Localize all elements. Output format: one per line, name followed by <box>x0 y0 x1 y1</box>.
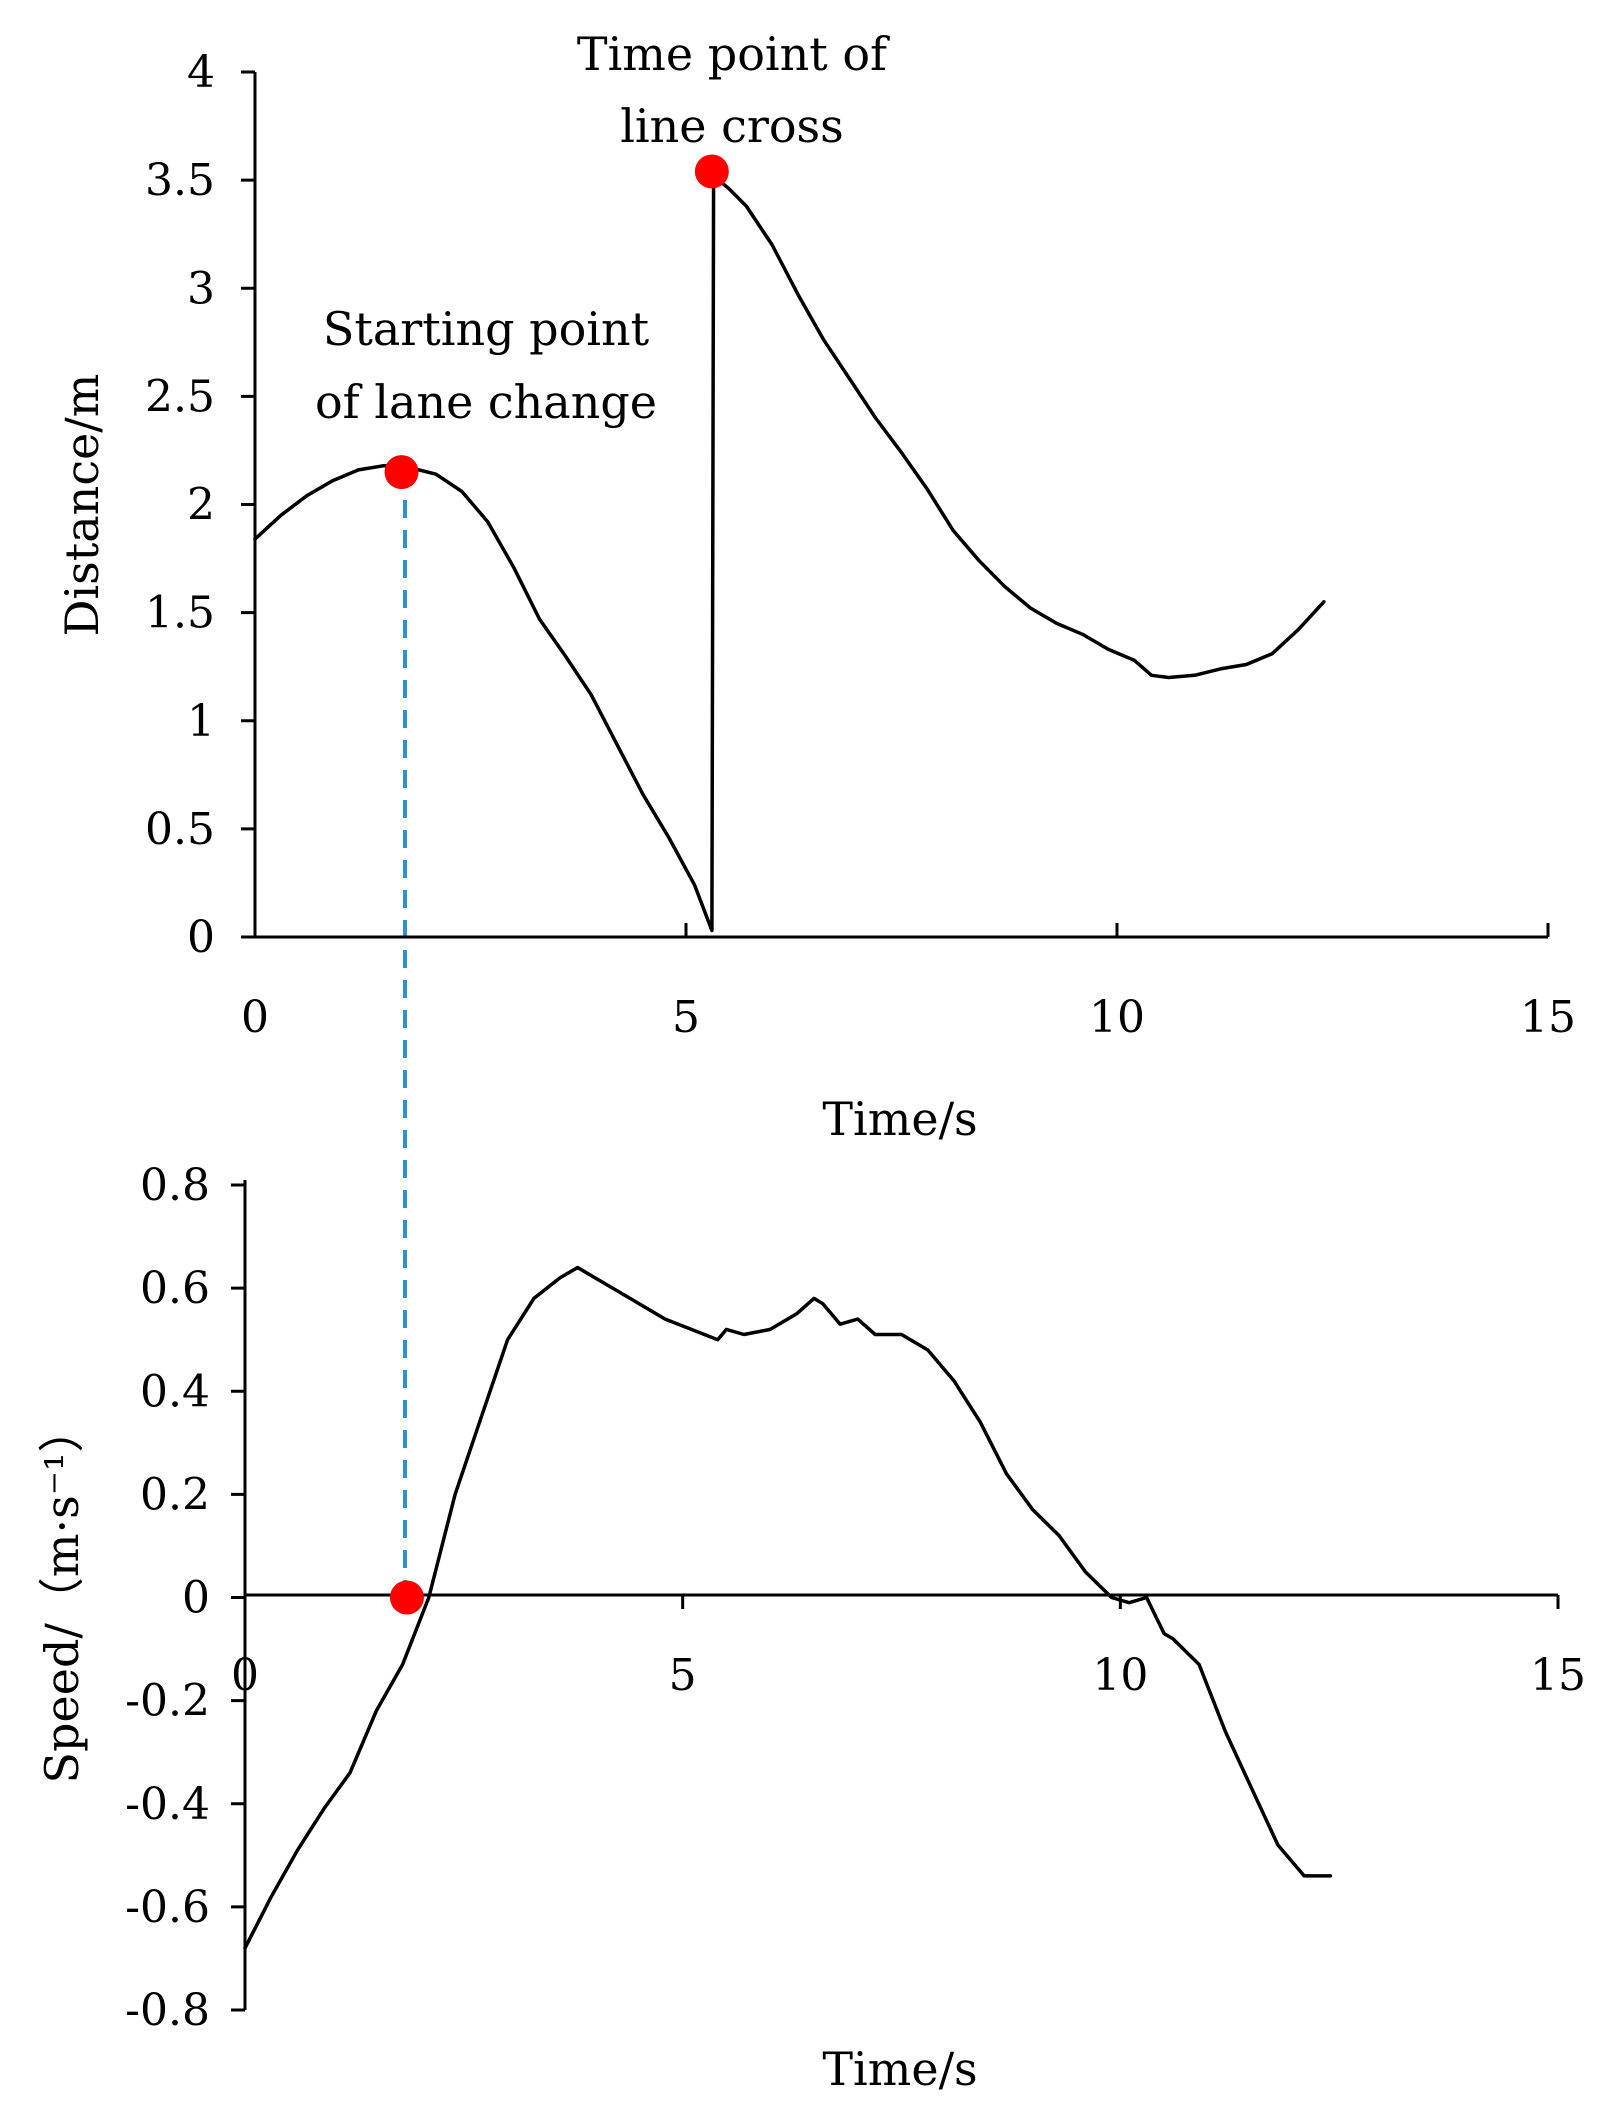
distance-chart: 0 0.5 1 1.5 2 2.5 3 3.5 4 0 5 10 15 Time/s Distance… <box>55 27 1576 1590</box>
speed-series-line <box>243 1265 1333 1950</box>
x-tick-label: 10 <box>1092 1650 1148 1701</box>
y-tick-label: 4 <box>187 47 215 98</box>
line-cross-marker <box>694 154 729 189</box>
y-tick-label: 0.4 <box>140 1366 210 1417</box>
x-tick-label: 10 <box>1089 992 1145 1043</box>
speed-x-axis-title: Time/s <box>822 2042 977 2096</box>
y-tick-label: 3 <box>187 263 215 314</box>
y-tick-label: 0 <box>182 1573 210 1624</box>
x-tick-label: 15 <box>1520 992 1576 1043</box>
y-tick-label: 0.2 <box>140 1469 210 1520</box>
speed-y-axis-title: Speed/（m·s⁻¹） <box>35 1407 89 1784</box>
distance-series-line <box>253 174 1326 933</box>
y-tick-label: 0 <box>187 912 215 963</box>
y-tick-label: -0.4 <box>125 1779 210 1830</box>
x-tick-label: 0 <box>241 992 269 1043</box>
speed-zero-crossing-marker <box>389 1580 424 1615</box>
y-tick-label: 0.8 <box>140 1160 210 1211</box>
y-tick-label: 0.6 <box>140 1263 210 1314</box>
annotation-line-cross-line-1: Time point of <box>577 27 890 81</box>
y-tick-label: 0.5 <box>145 804 215 855</box>
y-tick-label: -0.8 <box>125 1985 210 2036</box>
annotation-lane-change-line-2: of lane change <box>315 375 657 429</box>
y-tick-label: 2 <box>187 480 215 531</box>
speed-x-ticks: 0 5 10 15 <box>231 1595 1586 1701</box>
y-tick-label: 3.5 <box>145 155 215 206</box>
distance-x-axis-title: Time/s <box>822 1092 977 1146</box>
x-tick-label: 5 <box>672 992 700 1043</box>
speed-chart: -0.8 -0.6 -0.4 -0.2 0 0.2 0.4 0.6 0.8 0 5 10 15 Tim… <box>35 1160 1586 2096</box>
y-tick-label: 1.5 <box>145 588 215 639</box>
x-tick-label: 15 <box>1530 1650 1586 1701</box>
lane-change-start-marker <box>384 455 419 490</box>
x-tick-label: 0 <box>231 1650 259 1701</box>
annotation-line-cross-line-2: line cross <box>620 99 844 153</box>
y-tick-label: 2.5 <box>145 371 215 422</box>
y-tick-label: -0.6 <box>125 1882 210 1933</box>
distance-y-axis-title: Distance/m <box>55 374 109 637</box>
annotation-lane-change-line-1: Starting point <box>323 302 650 356</box>
y-tick-label: -0.2 <box>125 1676 210 1727</box>
speed-y-ticks: -0.8 -0.6 -0.4 -0.2 0 0.2 0.4 0.6 0.8 <box>125 1160 245 2036</box>
y-tick-label: 1 <box>187 696 215 747</box>
distance-y-ticks: 0 0.5 1 1.5 2 2.5 3 3.5 4 <box>145 47 255 963</box>
x-tick-label: 5 <box>669 1650 697 1701</box>
distance-x-ticks: 0 5 10 15 <box>241 923 1576 1043</box>
